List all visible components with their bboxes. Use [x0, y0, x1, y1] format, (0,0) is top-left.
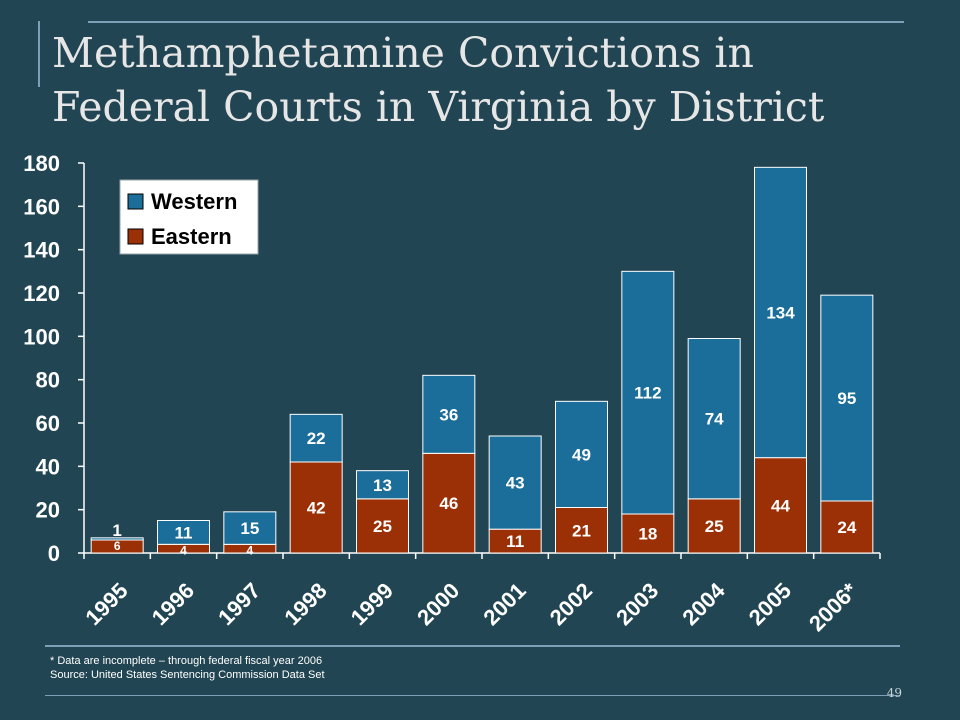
x-tick-label: 1999 — [346, 578, 398, 630]
data-label-western: 36 — [439, 405, 458, 424]
x-tick-label: 2006* — [804, 578, 863, 637]
x-tick-label: 2005 — [744, 578, 796, 630]
bar-eastern-2003 — [621, 513, 675, 554]
legend-swatch-western — [127, 193, 144, 210]
bar-eastern-2006* — [820, 500, 874, 554]
data-label-western: 74 — [705, 410, 724, 429]
y-tick-label: 180 — [23, 151, 60, 176]
data-label-eastern: 4 — [180, 543, 187, 557]
data-label-western: 112 — [634, 384, 661, 403]
y-tick-label: 160 — [23, 194, 60, 219]
y-tick-label: 120 — [23, 281, 60, 306]
y-tick-label: 80 — [36, 368, 60, 393]
bar-western-2006* — [820, 294, 874, 502]
bar-western-2004 — [687, 338, 741, 500]
data-label-eastern: 6 — [114, 539, 121, 553]
data-label-eastern: 4 — [246, 543, 253, 557]
x-tick-label: 2001 — [478, 578, 530, 630]
bar-western-1998 — [289, 413, 343, 463]
y-tick-label: 100 — [23, 324, 60, 349]
data-label-eastern: 42 — [307, 499, 326, 518]
page-title: Methamphetamine Convictions in Federal C… — [52, 29, 825, 131]
data-label-western: 95 — [837, 389, 856, 408]
x-tick-label: 1997 — [213, 578, 265, 630]
footnote-source: Source: United States Sentencing Commiss… — [50, 669, 325, 681]
bar-western-1995 — [90, 537, 144, 541]
x-tick-label: 2002 — [545, 578, 597, 630]
footer-rule-top — [45, 645, 900, 647]
x-tick-label: 1995 — [80, 578, 132, 630]
legend-label-western: Western — [151, 189, 237, 214]
footer-rule-bottom — [45, 695, 900, 696]
title-rule-left — [38, 21, 40, 87]
x-tick-label: 1996 — [147, 578, 199, 630]
y-tick-label: 40 — [36, 454, 60, 479]
y-tick-label: 140 — [23, 238, 60, 263]
bar-eastern-2005 — [754, 457, 807, 554]
bar-western-2005 — [754, 166, 807, 459]
data-label-western: 134 — [766, 304, 795, 323]
x-tick-label: 2004 — [677, 577, 730, 630]
data-label-western: 1 — [112, 521, 121, 540]
bar-western-1999 — [356, 470, 409, 500]
data-label-eastern: 18 — [638, 525, 657, 544]
y-tick-label: 0 — [48, 541, 60, 566]
data-label-western: 49 — [572, 445, 591, 464]
data-label-eastern: 25 — [373, 517, 392, 536]
x-tick-label: 2003 — [611, 578, 663, 630]
y-tick-label: 20 — [36, 498, 60, 523]
page-number: 49 — [886, 686, 902, 700]
legend-label-eastern: Eastern — [151, 224, 232, 249]
y-tick-label: 60 — [36, 411, 60, 436]
bar-western-2001 — [488, 435, 542, 530]
data-label-eastern: 11 — [506, 532, 524, 551]
bar-western-2000 — [422, 374, 476, 454]
data-label-eastern: 21 — [572, 521, 591, 540]
data-label-western: 43 — [506, 474, 525, 493]
data-label-eastern: 44 — [771, 496, 790, 515]
data-label-western: 13 — [373, 476, 392, 495]
bar-eastern-1998 — [289, 461, 343, 554]
data-label-eastern: 25 — [705, 517, 724, 536]
x-tick-label: 2000 — [412, 578, 464, 630]
data-label-western: 15 — [240, 519, 259, 538]
x-tick-label: 1998 — [279, 578, 331, 630]
data-label-western: 11 — [175, 523, 193, 542]
legend-swatch-eastern — [127, 228, 144, 245]
data-label-western: 22 — [307, 429, 326, 448]
bar-western-1996 — [157, 520, 210, 545]
title-rule-top — [88, 21, 904, 23]
bar-western-1997 — [223, 511, 277, 545]
footnote-incomplete: * Data are incomplete – through federal … — [50, 655, 323, 667]
data-label-eastern: 24 — [837, 518, 856, 537]
bar-eastern-1999 — [356, 498, 409, 554]
bar-western-2002 — [555, 400, 608, 509]
data-label-eastern: 46 — [439, 494, 458, 513]
bar-western-2003 — [621, 270, 675, 515]
